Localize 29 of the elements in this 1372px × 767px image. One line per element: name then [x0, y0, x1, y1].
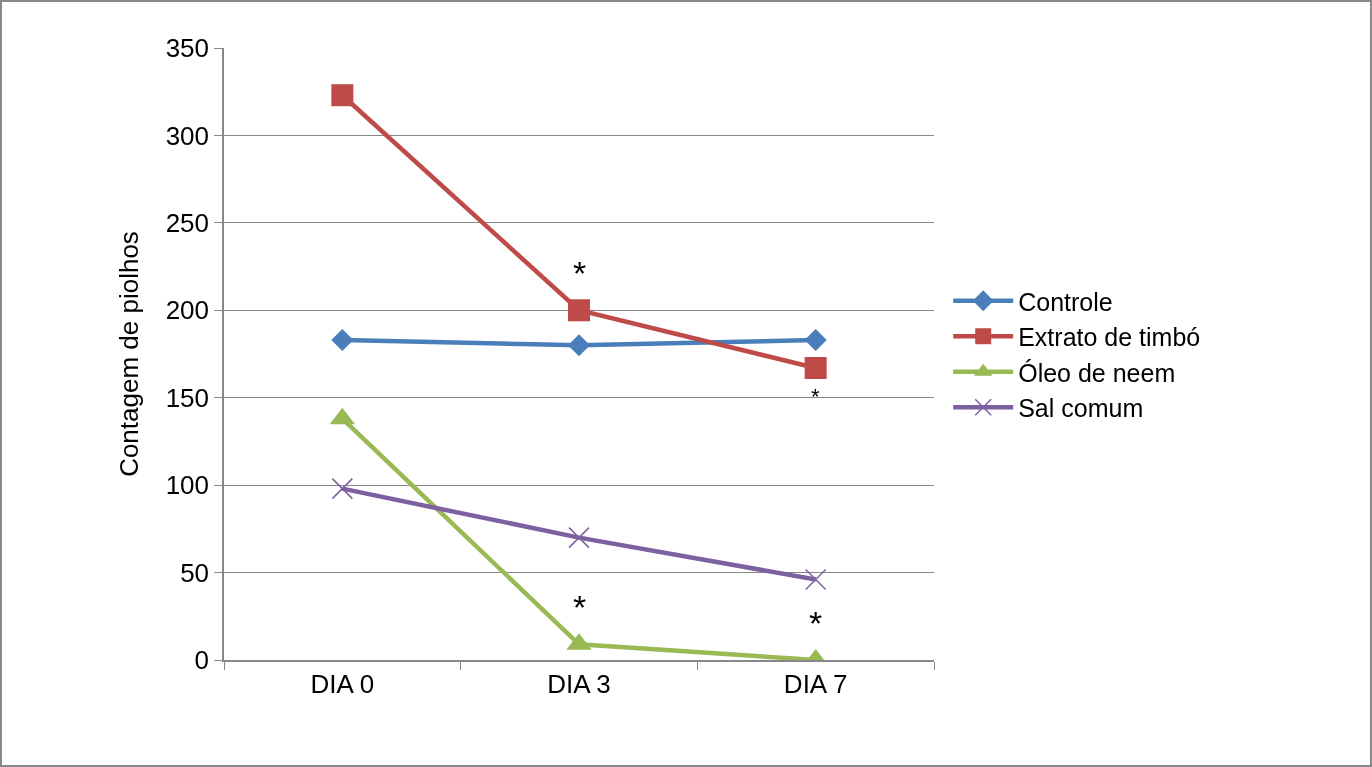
- annotation: *: [809, 604, 823, 642]
- legend-label: Óleo de neem: [1018, 358, 1176, 387]
- annotation: *: [573, 588, 587, 626]
- y-tick-label: 300: [165, 120, 210, 151]
- point: [568, 299, 590, 322]
- point: [804, 328, 827, 352]
- point: [567, 334, 591, 357]
- point: [331, 477, 354, 500]
- y-tick-label: 200: [165, 295, 210, 326]
- y-tick-label: 100: [165, 470, 210, 501]
- x-tick-label: DIA 0: [310, 668, 375, 699]
- y-tick-label: 50: [180, 557, 210, 588]
- x-tick-label: DIA 7: [783, 668, 848, 699]
- legend-label: Extrato de timbó: [1018, 323, 1201, 351]
- point: [804, 568, 827, 591]
- y-axis-title: Contagem de piolhos: [113, 231, 144, 477]
- legend-label: Sal comum: [1018, 394, 1144, 422]
- point: [804, 356, 827, 379]
- point: [331, 84, 354, 107]
- point: [331, 328, 354, 352]
- annotation: *: [573, 254, 587, 292]
- y-tick-label: 0: [194, 645, 210, 676]
- y-tick-label: 350: [165, 33, 210, 64]
- y-tick-label: 250: [165, 207, 210, 238]
- x-tick-label: DIA 3: [547, 668, 611, 699]
- point: [568, 526, 590, 549]
- y-tick-label: 150: [165, 382, 210, 413]
- annotation: *: [811, 384, 820, 409]
- legend-label: Controle: [1018, 287, 1113, 316]
